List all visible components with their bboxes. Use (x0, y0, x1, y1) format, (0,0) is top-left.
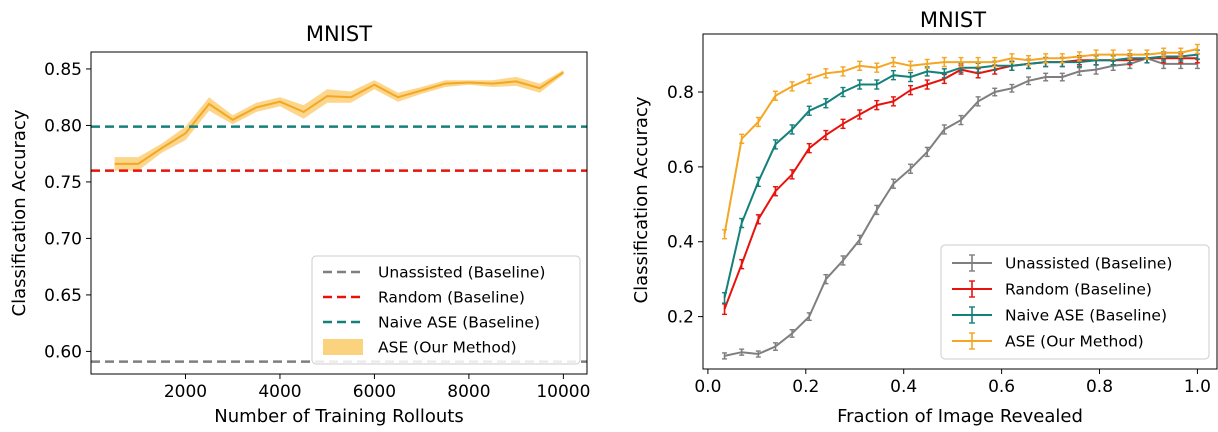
unassisted-baseline-legend-label: Unassisted (Baseline) (378, 264, 545, 282)
right-chart-marks (722, 43, 1200, 360)
x-tick-label: 2000 (164, 382, 207, 402)
ase-confidence-band (114, 70, 564, 171)
ase-our-method-legend-label: ASE (Our Method) (378, 339, 517, 357)
y-tick-label: 0.85 (44, 60, 82, 80)
right-y-axis-title: Classification Accuracy (631, 96, 652, 303)
naive-ase-baseline-line (723, 53, 1198, 299)
x-tick-label: 0.8 (1086, 377, 1113, 397)
x-tick-label: 0.6 (988, 377, 1015, 397)
y-tick-label: 0.65 (44, 286, 82, 306)
y-tick-label: 0.8 (667, 83, 694, 103)
x-tick-label: 8000 (447, 382, 490, 402)
ase-our-method-legend-swatch (323, 339, 363, 355)
x-tick-label: 1.0 (1184, 377, 1211, 397)
right-plot-frame (702, 33, 1218, 370)
x-tick-label: 10000 (536, 382, 590, 402)
right-chart-ticks: 0.0 0.2 0.4 0.6 0.8 1.0 0.2 0.4 0.6 0.8 (667, 83, 1211, 397)
left-chart-title: MNIST (306, 22, 372, 46)
left-plot-frame (90, 51, 588, 375)
right-chart: MNIST 0.0 0.2 0.4 0.6 0.8 1.0 0.2 0.4 0.6 0.8 Fra… (631, 8, 1218, 427)
ase-our-method-line (723, 48, 1198, 235)
right-chart-title: MNIST (920, 8, 986, 32)
x-tick-label: 0.4 (890, 377, 917, 397)
naive-ase-baseline-legend-label: Naive ASE (Baseline) (378, 314, 540, 332)
ase-our-method-series (722, 43, 1200, 240)
x-tick-label: 0.0 (694, 377, 721, 397)
y-tick-label: 0.70 (44, 229, 82, 249)
random-baseline-legend-label: Random (Baseline) (378, 289, 525, 307)
random-baseline-legend-label: Random (Baseline) (1005, 281, 1152, 299)
right-legend-box (940, 244, 1210, 360)
left-x-axis-title: Number of Training Rollouts (214, 406, 463, 427)
left-chart: MNIST 2000 4000 6000 8000 10000 0.60 0.65 0.70 0… (9, 22, 590, 427)
naive-ase-baseline-legend-label: Naive ASE (Baseline) (1005, 307, 1167, 325)
y-tick-label: 0.4 (667, 233, 694, 253)
ase-line (114, 71, 564, 165)
x-tick-label: 4000 (258, 382, 301, 402)
y-tick-label: 0.60 (44, 342, 82, 362)
left-legend-box (311, 255, 581, 365)
ase-our-method-legend-label: ASE (Our Method) (1005, 333, 1144, 351)
left-chart-legend: Unassisted (Baseline) Random (Baseline) Na… (311, 255, 581, 365)
right-chart-legend: Unassisted (Baseline) Random (Baseline) Na… (940, 244, 1210, 360)
unassisted-baseline-legend-label: Unassisted (Baseline) (1005, 255, 1172, 273)
y-tick-label: 0.6 (667, 158, 694, 178)
x-tick-label: 6000 (353, 382, 396, 402)
unassisted-baseline-line (724, 57, 1198, 357)
y-tick-label: 0.80 (44, 116, 82, 136)
right-x-axis-title: Fraction of Image Revealed (837, 406, 1083, 427)
left-chart-ticks: 2000 4000 6000 8000 10000 0.60 0.65 0.70 0.75 0.8… (44, 60, 590, 402)
x-tick-label: 0.2 (792, 377, 819, 397)
left-y-axis-title: Classification Accuracy (9, 109, 30, 316)
y-tick-label: 0.2 (667, 308, 694, 328)
y-tick-label: 0.75 (44, 173, 82, 193)
